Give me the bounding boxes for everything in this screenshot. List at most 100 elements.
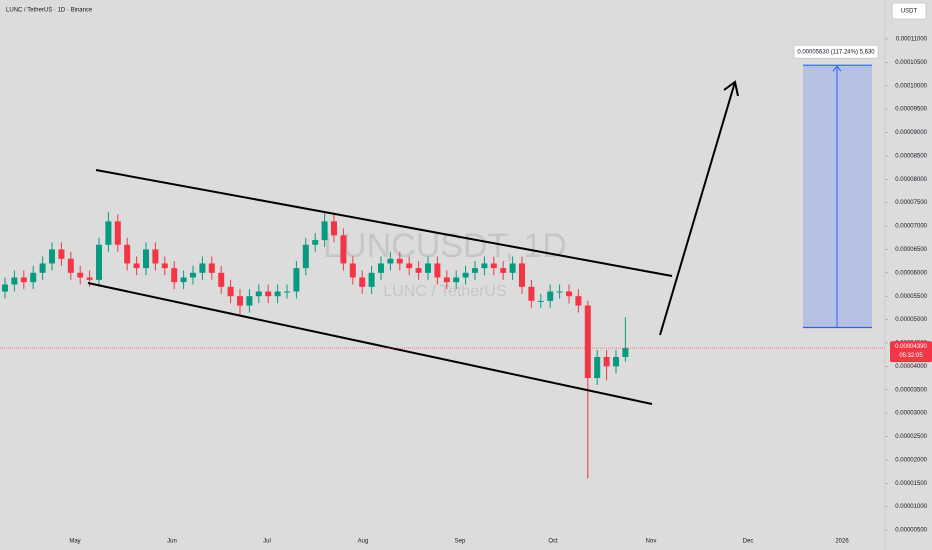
candle-body [152,249,159,264]
candle-body [566,291,572,297]
candle-body [537,300,544,302]
candle-body [30,272,37,283]
candle-body [124,244,131,264]
candle-body [105,221,112,245]
candle-body [528,286,535,301]
candle-body [265,291,272,297]
candle-body [246,296,253,306]
y-tick-label: 0.00001500 [895,481,927,487]
candle-body [453,277,460,283]
candle-body [490,263,497,269]
candle-body [387,258,394,264]
candle-body [227,286,234,297]
candle-body [114,221,121,245]
candle-body [415,268,422,273]
candle-body [293,268,300,292]
target-label-box [793,44,879,59]
candle-body [547,291,554,301]
countdown-label: 05:32:05 [899,353,923,359]
candle-body [575,296,582,306]
y-tick-label: 0.00001000 [895,504,927,510]
target-arrow [832,65,842,328]
candle-body [199,263,206,273]
x-tick-label: Sep [455,539,466,545]
channel-upper [95,169,673,277]
currency-box[interactable] [891,2,927,20]
candle-body [481,263,488,269]
projection-arrow [659,80,739,336]
candle-body [472,268,478,273]
candle-body [443,277,450,283]
x-tick-label: May [69,539,80,545]
candle-body [406,263,413,269]
candle-body [67,258,74,273]
candle-body [331,221,337,236]
y-tick-label: 0.00004000 [895,364,927,370]
candle-body [255,291,262,297]
candle-body [302,244,309,269]
x-tick-label: Nov [646,539,657,545]
candle-body [349,263,356,278]
candle-body [519,263,525,287]
candle-body [622,348,629,357]
y-tick-label: 0.00011000 [896,37,928,43]
y-tick-label: 0.00008000 [895,177,927,183]
candle-body [20,277,27,283]
candle-body [190,272,196,278]
candle-body [143,249,149,269]
candle-body [208,263,215,273]
candle-body [161,263,168,269]
candle-body [284,291,290,293]
candle-body [425,263,431,273]
candle-body [2,284,8,292]
candle-body [58,249,65,259]
candle-body [133,263,140,269]
candle-body [321,221,328,241]
y-tick-label: 0.00010000 [895,83,927,89]
candle-body [396,258,403,264]
y-tick-label: 0.00008500 [895,153,927,159]
watermark-subtitle: LUNC / TetherUS [383,283,506,300]
candle-body [368,272,375,287]
y-tick-label: 0.00009000 [895,130,927,136]
y-tick-label: 0.00009500 [895,107,927,113]
y-tick-label: 0.00010500 [895,60,927,66]
candle-body [584,305,591,379]
y-tick-label: 0.00005000 [895,317,927,323]
candle-body [39,263,46,273]
candle-body [500,268,507,273]
candle-body [378,263,384,273]
x-tick-label: Jul [263,539,271,545]
x-tick-label: 2026 [835,539,849,545]
y-tick-label: 0.00007000 [895,224,927,230]
x-tick-label: Jun [167,539,177,545]
candle-body [180,277,187,283]
candle-body [274,291,281,297]
y-tick-label: 0.00002500 [895,434,927,440]
candle-body [96,244,102,280]
y-tick-label: 0.00002000 [895,457,927,463]
candle-body [340,235,347,264]
y-tick-label: 0.00003500 [895,387,927,393]
last-price-box [890,341,932,363]
y-tick-label: 0.00000500 [895,528,927,534]
candle-body [11,277,18,285]
x-tick-label: Aug [358,539,369,545]
channel-lower [87,282,653,405]
currency-label: USDT [901,9,918,15]
candle-body [359,277,366,287]
candle-body [462,272,469,278]
watermark: LUNCUSDT, 1D [323,227,567,265]
candle-body [237,296,243,306]
candle-body [49,249,55,264]
candle-body [86,277,93,280]
candle-body [509,263,516,273]
candle-body [171,268,178,283]
target-label: 0.00005630 (117.24%) 5,630 [797,49,875,55]
chart-title: LUNC / TetherUS · 1D · Binance [6,8,93,14]
last-price-label: 0.00004390 [895,344,927,350]
candle-body [594,356,601,379]
candle-body [613,356,619,367]
y-tick-label: 0.00003000 [895,411,927,417]
